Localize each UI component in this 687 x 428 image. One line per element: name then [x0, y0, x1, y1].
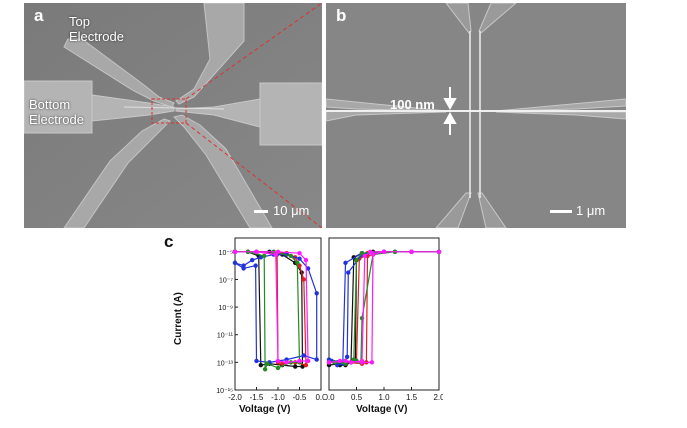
data-point-1-blue-4 — [346, 270, 351, 275]
data-point-0-blue-2 — [250, 257, 255, 263]
data-point-0-red-7 — [303, 362, 309, 368]
data-point-0-green-10 — [262, 253, 267, 259]
data-point-0-magenta-6 — [297, 358, 302, 364]
top-electrode-label-line1: Top — [69, 14, 90, 29]
scale-bar-b — [550, 210, 572, 213]
data-point-0-green-7 — [275, 365, 281, 371]
x-tick-label-0-0: -2.0 — [228, 393, 242, 402]
data-point-0-magenta-9 — [273, 252, 279, 257]
data-point-0-black-10 — [258, 362, 263, 368]
top-electrode — [63, 3, 273, 228]
x-axis-title-left: Voltage (V) — [239, 404, 291, 415]
data-point-1-green-12 — [351, 357, 356, 362]
x-axis-title-right: Voltage (V) — [356, 404, 408, 415]
x-tick-label-1-1: 0.5 — [351, 393, 363, 402]
data-point-0-magenta-8 — [275, 358, 281, 364]
data-point-0-green-4 — [295, 260, 300, 266]
data-point-1-magenta-0 — [326, 360, 332, 365]
data-point-0-blue-16 — [232, 260, 238, 266]
data-point-0-green-3 — [288, 253, 294, 259]
data-point-1-magenta-4 — [370, 252, 376, 257]
data-point-1-magenta-7 — [436, 249, 442, 255]
x-tick-label-0-2: -1.0 — [271, 393, 285, 402]
electrode-layout — [24, 3, 322, 228]
data-point-0-magenta-10 — [254, 249, 259, 255]
y-tick-label-0-1: 10⁻⁷ — [219, 277, 233, 284]
data-point-1-magenta-13 — [348, 360, 354, 365]
scale-bar-a — [254, 210, 268, 213]
x-tick-label-0-3: -0.5 — [293, 393, 307, 402]
data-point-0-magenta-11 — [232, 249, 238, 255]
scale-label-a: 10 μm — [273, 203, 310, 218]
data-point-1-blue-11 — [343, 260, 348, 266]
y-axis-title: Current (A) — [173, 292, 184, 345]
top-electrode-label: Top Electrode — [69, 14, 124, 44]
data-point-0-magenta-4 — [303, 257, 309, 263]
y-tick-label-0-2: 10⁻⁹ — [219, 305, 233, 312]
zoom-line-bottom — [185, 122, 322, 228]
data-point-0-red-9 — [280, 361, 285, 366]
panel-b-label: b — [336, 6, 347, 25]
data-point-0-blue-9 — [314, 357, 319, 362]
bottom-electrode-label-line1: Bottom — [29, 97, 71, 112]
bottom-electrode-label-line2: Electrode — [29, 112, 84, 127]
series-line-1-magenta — [328, 251, 439, 364]
data-point-0-magenta-5 — [305, 358, 311, 364]
panel-a-label: a — [34, 6, 44, 25]
y-tick-label-0-5: 10⁻¹⁵ — [216, 388, 233, 395]
data-point-0-green-8 — [265, 361, 270, 366]
gap-arrows-icon — [443, 87, 457, 135]
data-point-1-magenta-12 — [359, 358, 365, 364]
data-point-1-blue-13 — [335, 362, 340, 368]
data-point-1-magenta-8 — [409, 249, 414, 255]
x-tick-label-0-4: 0.0 — [315, 393, 325, 402]
y-tick-label-0-3: 10⁻¹¹ — [217, 333, 234, 340]
top-electrode-leads — [435, 3, 517, 228]
data-point-1-magenta-3 — [369, 360, 375, 365]
data-point-0-blue-7 — [305, 266, 311, 271]
series-line-0-magenta — [235, 251, 309, 364]
data-point-0-blue-14 — [253, 263, 258, 268]
data-point-1-magenta-9 — [381, 249, 387, 255]
data-point-1-blue-3 — [344, 354, 350, 360]
sem-image-junction: b 100 nm 1 μm — [326, 3, 626, 228]
iv-plot-positive: 0.0 0.5 1.0 1.5 2.0 — [325, 237, 443, 402]
y-tick-label-0-4: 10⁻¹³ — [217, 360, 234, 367]
x-tick-label-1-3: 1.5 — [406, 393, 418, 402]
x-tick-label-1-0: 0.0 — [325, 393, 335, 402]
data-point-0-blue-3 — [258, 255, 263, 260]
data-point-1-green-10 — [359, 251, 365, 256]
data-point-0-green-9 — [262, 367, 268, 372]
data-point-1-magenta-14 — [337, 358, 343, 364]
data-point-0-blue-8 — [314, 291, 319, 296]
data-point-0-blue-6 — [297, 256, 302, 261]
data-point-0-magenta-3 — [297, 251, 302, 256]
top-electrode-label-line2: Electrode — [69, 29, 124, 44]
x-tick-label-1-4: 2.0 — [433, 393, 443, 402]
data-point-1-magenta-11 — [362, 253, 367, 259]
y-tick-label-0-0: 10⁻⁵ — [219, 250, 233, 257]
panel-c-label: c — [164, 232, 174, 251]
data-point-0-black-7 — [293, 364, 298, 369]
data-point-0-blue-13 — [254, 358, 259, 364]
x-tick-label-1-2: 1.0 — [378, 393, 390, 402]
data-point-1-magenta-10 — [368, 249, 373, 255]
iv-plot-negative: -2.0 -1.5 -1.0 -0.5 0.0 10⁻⁵ 10⁻⁷ 10⁻⁹ 10⁻¹¹ 10⁻¹… — [216, 237, 325, 402]
zoom-box — [151, 98, 187, 124]
junction-layout — [326, 3, 626, 228]
data-point-1-green-11 — [354, 257, 359, 263]
data-point-1-magenta-1 — [343, 358, 348, 364]
bottom-electrode-label: Bottom Electrode — [29, 97, 84, 127]
sem-image-overview: a Top Electrode Bottom Electrode 10 μm — [24, 3, 322, 228]
data-point-0-red-6 — [301, 277, 306, 282]
data-point-0-magenta-7 — [284, 360, 289, 365]
gap-label: 100 nm — [390, 97, 435, 112]
bottom-electrode — [24, 80, 322, 146]
data-point-0-blue-10 — [301, 353, 306, 358]
data-point-0-black-6 — [300, 364, 305, 369]
scale-label-b: 1 μm — [576, 203, 606, 218]
x-tick-label-0-1: -1.5 — [250, 393, 264, 402]
data-point-0-blue-15 — [241, 266, 246, 271]
